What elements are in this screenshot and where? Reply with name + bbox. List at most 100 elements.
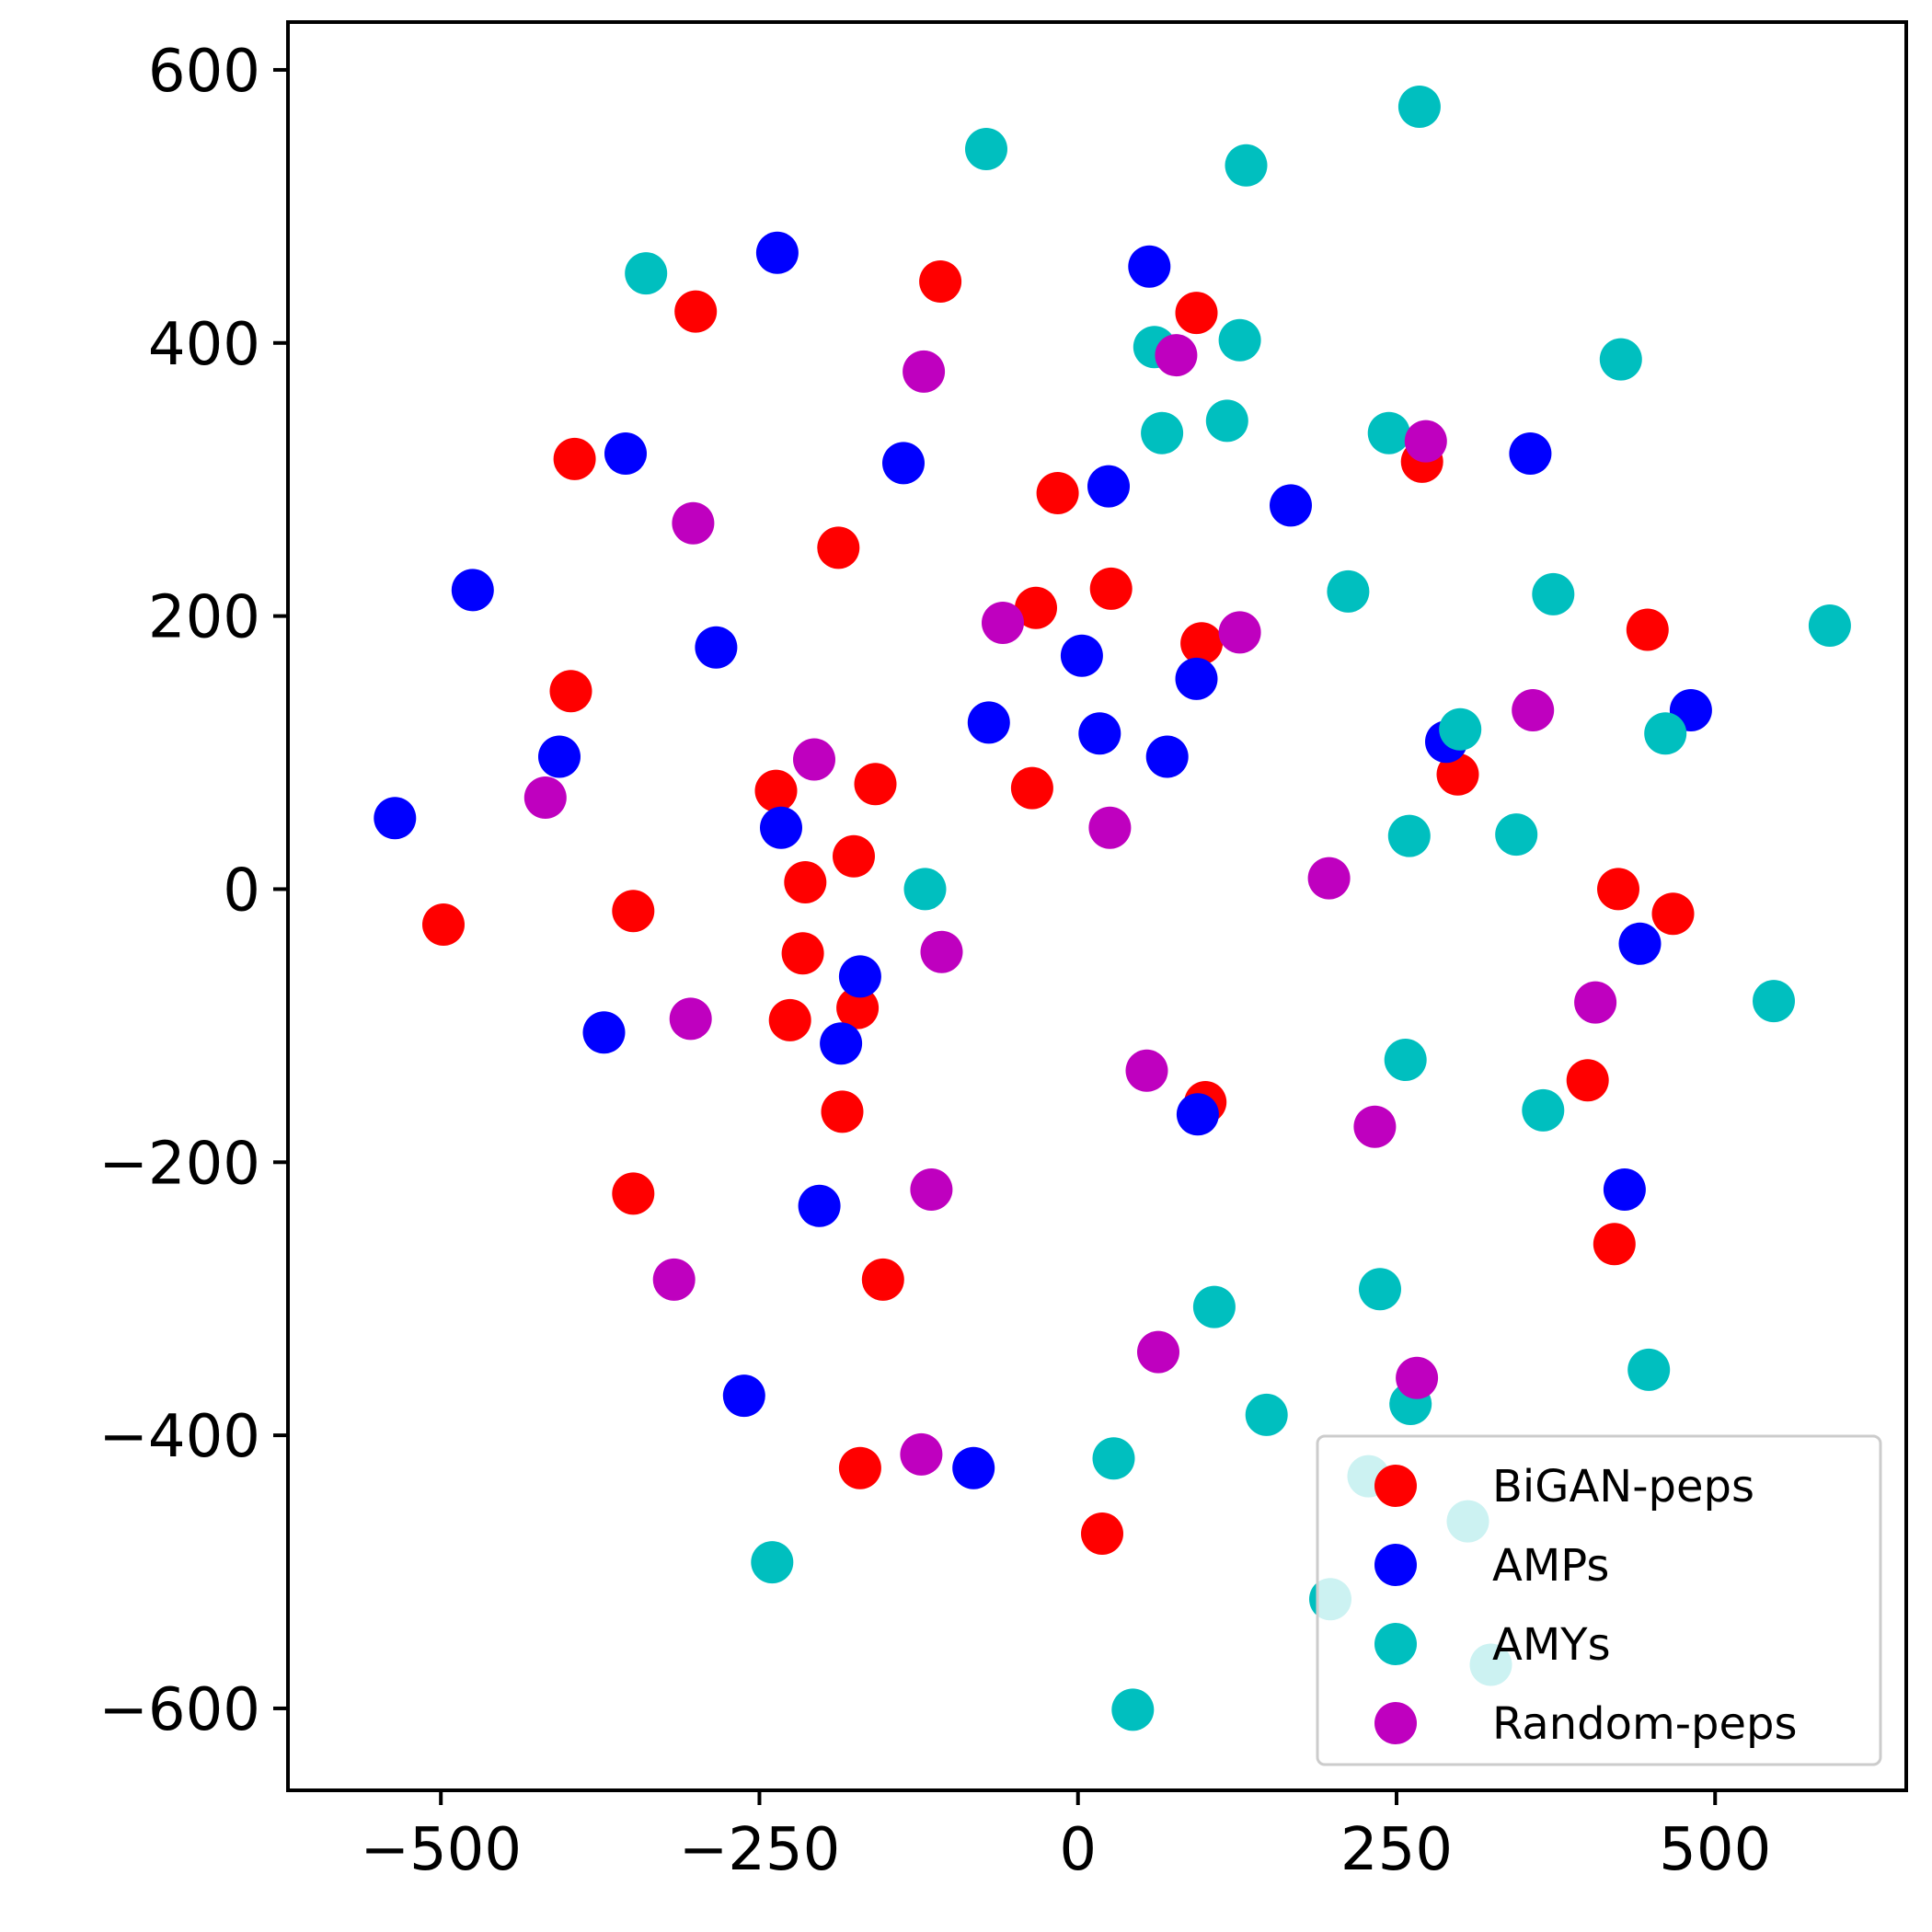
data-point — [1566, 1059, 1609, 1102]
data-point — [1512, 689, 1555, 731]
data-point — [751, 1541, 794, 1584]
y-tick-label: −400 — [98, 1403, 260, 1471]
data-point — [722, 1374, 765, 1418]
data-point — [374, 797, 417, 840]
data-point — [1218, 318, 1261, 362]
data-point — [1353, 1105, 1397, 1148]
data-point — [1089, 567, 1133, 610]
data-point — [1111, 1688, 1155, 1731]
data-point — [755, 231, 799, 274]
data-point — [838, 1446, 881, 1489]
data-point — [1387, 814, 1431, 857]
data-point — [538, 735, 581, 778]
data-point — [1522, 1088, 1565, 1132]
legend-marker — [1374, 1544, 1417, 1586]
data-point — [1753, 980, 1795, 1023]
data-point — [919, 260, 962, 303]
data-point — [612, 890, 655, 933]
data-point — [674, 290, 718, 333]
series-amys — [625, 86, 1851, 1731]
data-point — [1078, 712, 1121, 755]
data-point — [798, 1184, 841, 1227]
data-point — [1626, 608, 1669, 651]
axis-ticks: −500 −250 0 250 500 600 400 200 0 −200 −400 −600 — [98, 38, 1771, 1884]
data-point — [553, 437, 596, 480]
data-point — [1651, 892, 1695, 936]
data-point — [1384, 1039, 1427, 1081]
y-tick-label: 400 — [148, 311, 260, 379]
data-point — [1593, 1223, 1636, 1266]
data-point — [582, 1011, 626, 1054]
data-point — [1367, 411, 1410, 454]
legend-label: AMYs — [1492, 1619, 1611, 1671]
legend-marker — [1374, 1465, 1417, 1507]
data-point — [817, 526, 860, 569]
data-point — [1087, 465, 1130, 508]
data-point — [1175, 292, 1218, 335]
data-point — [1574, 981, 1617, 1024]
data-point — [1060, 634, 1103, 677]
data-point — [903, 350, 946, 393]
data-point — [1439, 707, 1482, 751]
data-point — [836, 986, 880, 1029]
data-point — [1808, 604, 1851, 647]
legend-label: BiGAN-peps — [1492, 1461, 1754, 1512]
y-tick-label: −200 — [98, 1130, 260, 1198]
data-point — [549, 670, 592, 713]
data-point — [1644, 712, 1687, 755]
data-point — [1218, 611, 1261, 654]
legend-label: AMPs — [1492, 1540, 1609, 1592]
data-point — [1141, 411, 1184, 454]
data-point — [612, 1172, 655, 1215]
data-point — [652, 1258, 696, 1301]
legend-box — [1316, 1434, 1882, 1766]
data-point — [760, 806, 802, 849]
data-point — [1145, 735, 1189, 778]
data-point — [838, 955, 881, 998]
data-point — [1175, 657, 1218, 700]
plot-frame — [286, 20, 1908, 1792]
data-point — [1436, 753, 1479, 796]
data-point — [820, 1022, 863, 1065]
data-point — [821, 1090, 864, 1133]
data-point — [1192, 1285, 1236, 1328]
data-point — [1245, 1393, 1288, 1436]
x-tick-label: 0 — [1059, 1816, 1097, 1884]
data-point — [754, 769, 798, 812]
data-point — [1397, 86, 1441, 128]
data-point — [1088, 806, 1132, 849]
data-point — [1015, 586, 1057, 629]
data-point — [882, 442, 925, 485]
x-tick-label: 500 — [1659, 1816, 1771, 1884]
data-point — [1396, 1356, 1439, 1399]
data-point — [1180, 622, 1224, 665]
data-point — [1618, 922, 1662, 965]
data-point — [1359, 1268, 1401, 1311]
data-point — [1176, 1093, 1219, 1136]
legend-label: Random-peps — [1492, 1698, 1798, 1750]
data-point — [669, 997, 712, 1041]
data-point — [1010, 766, 1053, 810]
data-point — [833, 834, 875, 878]
data-point — [781, 932, 824, 975]
data-point — [451, 569, 494, 612]
data-point — [854, 763, 897, 806]
data-point — [422, 903, 465, 946]
data-point — [900, 1432, 943, 1476]
data-point — [1532, 572, 1575, 615]
data-point — [952, 1446, 995, 1489]
data-point — [625, 252, 668, 295]
data-point — [982, 602, 1024, 644]
series-bigan-peps — [422, 260, 1695, 1555]
data-point — [1509, 432, 1552, 475]
data-points — [374, 86, 1851, 1731]
data-point — [1270, 484, 1312, 527]
data-point — [967, 701, 1010, 744]
data-point — [1225, 144, 1268, 187]
data-point — [861, 1258, 904, 1301]
data-point — [1404, 420, 1447, 463]
series-amps — [374, 231, 1712, 1489]
data-point — [604, 432, 647, 475]
data-point — [695, 626, 738, 669]
x-tick-label: −250 — [679, 1816, 841, 1884]
